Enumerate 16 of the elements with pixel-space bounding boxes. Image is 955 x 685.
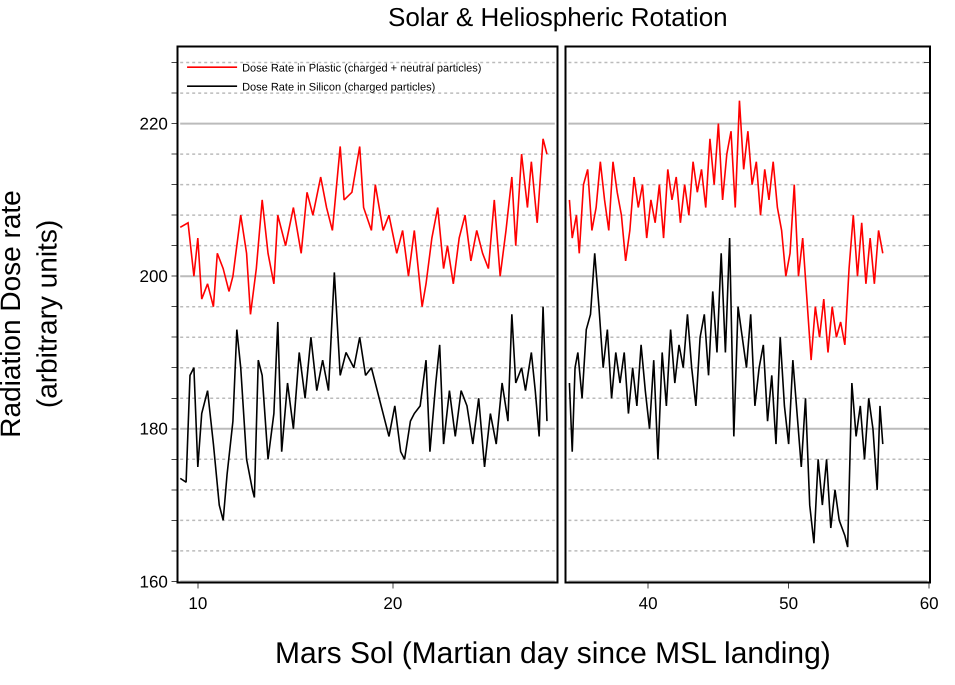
line-series — [179, 138, 548, 316]
x-tick-label: 60 — [920, 594, 939, 613]
y-tick-label: 160 — [140, 572, 168, 592]
x-axis-title: Mars Sol (Martian day since MSL landing) — [275, 637, 831, 670]
y-axis-title: Radiation Dose rate (arbitrary units) — [0, 190, 62, 438]
chart-title: Solar & Heliospheric Rotation — [388, 2, 728, 32]
y-tick-label: 200 — [140, 267, 168, 286]
y-tick-label: 220 — [140, 114, 168, 134]
x-tick-label: 20 — [383, 594, 402, 613]
line-series — [179, 272, 548, 522]
x-tick-label: 40 — [638, 594, 658, 613]
y-tick-label: 180 — [140, 420, 168, 439]
x-tick-label: 50 — [779, 594, 798, 613]
legend-label: Dose Rate in Plastic (charged + neutral particles) — [242, 62, 482, 74]
x-tick-label: 10 — [188, 594, 208, 613]
legend-label: Dose Rate in Silicon (charged particles) — [242, 81, 436, 94]
